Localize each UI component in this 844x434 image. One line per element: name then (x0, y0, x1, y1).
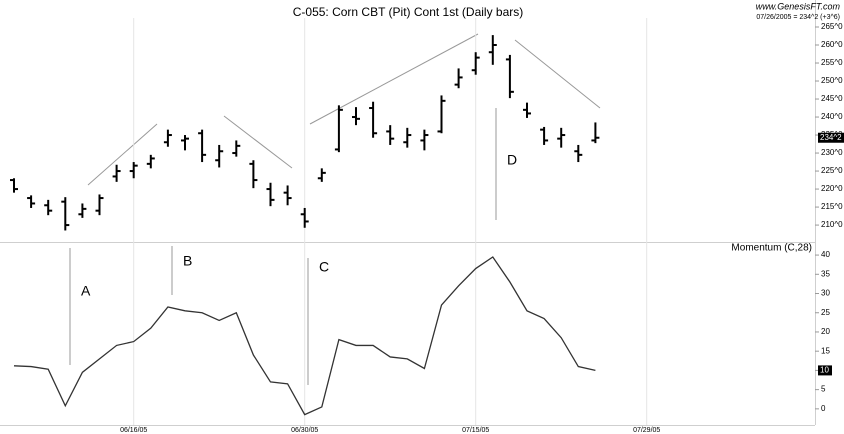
ohlc-bar (78, 203, 87, 218)
y-tick-label: 40 (821, 250, 830, 259)
ohlc-bar (163, 129, 172, 147)
ohlc-bar (369, 101, 378, 138)
ohlc-bar (488, 35, 497, 65)
last-value-label: 10 (820, 366, 829, 375)
annotation: C (319, 259, 329, 275)
ohlc-bar (61, 197, 70, 231)
ohlc-bar (27, 195, 36, 208)
ohlc-bar (403, 127, 412, 148)
ohlc-bar (10, 178, 18, 193)
y-tick-label: 260^0 (821, 40, 843, 49)
source: www.GenesisFT.com (756, 1, 841, 11)
annotation: B (183, 253, 192, 269)
x-tick-label: 07/15/05 (462, 427, 489, 434)
last-value-label: 234^2 (820, 133, 842, 142)
axis-line (0, 425, 815, 426)
ohlc-bar (300, 207, 309, 228)
ohlc-bar (44, 199, 53, 216)
y-tick-label: 30 (821, 289, 830, 298)
y-tick-label: 15 (821, 346, 830, 355)
trend-line (223, 115, 293, 169)
ohlc-bar (437, 95, 446, 134)
ohlc-bar (386, 125, 395, 145)
ohlc-bar (574, 144, 583, 163)
x-tick-label: 06/30/05 (291, 427, 318, 434)
y-tick-label: 35 (821, 269, 830, 278)
last-value-box (818, 365, 832, 376)
ohlc-bar (181, 135, 189, 151)
y-tick-label: 240^0 (821, 112, 843, 121)
ohlc-bar (249, 160, 258, 189)
annotation: D (507, 152, 517, 168)
ohlc-bar (523, 102, 531, 118)
ohlc-bar (352, 107, 360, 126)
y-tick-label: 230^0 (821, 148, 843, 157)
chart-title: C-055: Corn CBT (Pit) Cont 1st (Daily ba… (293, 5, 524, 19)
x-tick-label: 07/29/05 (633, 427, 660, 434)
panel-title: Momentum (C,28) (731, 243, 812, 254)
y-tick-label: 210^0 (821, 220, 843, 229)
ohlc-bar (198, 129, 207, 163)
ohlc-bar (471, 52, 480, 75)
y-tick-label: 25 (821, 308, 830, 317)
ohlc-bar (591, 122, 600, 144)
axis-line (815, 0, 816, 425)
ohlc-bar (232, 140, 241, 157)
y-tick-label: 250^0 (821, 76, 843, 85)
ohlc-bar (95, 194, 104, 216)
ohlc-bar (454, 68, 463, 89)
ohlc-bar (129, 162, 138, 179)
y-tick-label: 5 (821, 385, 826, 394)
y-tick-label: 245^0 (821, 94, 843, 103)
annotation: A (81, 283, 91, 299)
momentum-line (13, 256, 596, 416)
y-tick-label: 265^0 (821, 22, 843, 31)
trend-line (514, 39, 601, 109)
y-tick-label: 255^0 (821, 58, 843, 67)
y-tick-label: 220^0 (821, 184, 843, 193)
ohlc-bar (540, 126, 549, 145)
panel-divider (0, 242, 815, 243)
x-tick-label: 06/16/05 (120, 427, 147, 434)
note: 07/26/2005 = 234^2 (+3^6) (756, 14, 840, 21)
ohlc-bar (112, 164, 121, 182)
y-tick-label: 215^0 (821, 202, 843, 211)
ohlc-bar (283, 185, 292, 206)
ohlc-bar (146, 154, 155, 169)
ohlc-bar (420, 129, 429, 151)
y-tick-label: 20 (821, 327, 830, 336)
last-value-box (818, 132, 844, 143)
ohlc-bar (505, 54, 514, 99)
y-tick-label: 225^0 (821, 166, 843, 175)
ohlc-bar (317, 168, 326, 182)
ohlc-bar (215, 144, 224, 168)
ohlc-bar (334, 105, 343, 153)
trend-line (87, 123, 158, 186)
ohlc-bar (266, 182, 275, 207)
y-tick-label: 0 (821, 404, 826, 413)
ohlc-bar (557, 127, 566, 148)
